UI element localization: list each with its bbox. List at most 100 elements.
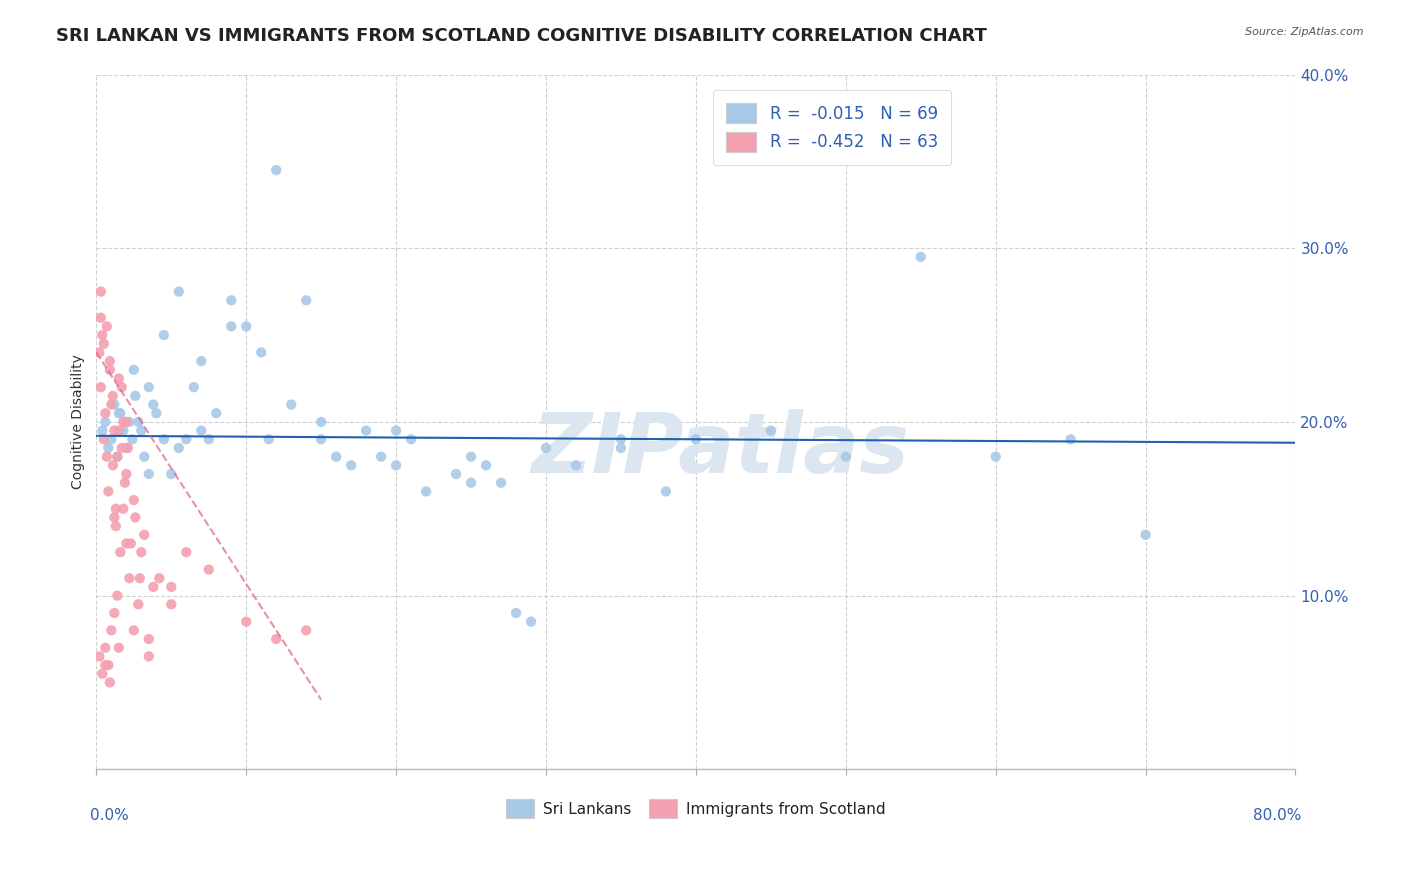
Point — [264, 163, 287, 178]
Point — [190, 354, 212, 368]
Point — [610, 432, 633, 446]
Point — [910, 250, 932, 264]
Text: SRI LANKAN VS IMMIGRANTS FROM SCOTLAND COGNITIVE DISABILITY CORRELATION CHART: SRI LANKAN VS IMMIGRANTS FROM SCOTLAND C… — [56, 27, 987, 45]
Point — [138, 632, 160, 646]
Point — [160, 580, 183, 594]
Point — [295, 293, 318, 308]
Point — [111, 380, 134, 394]
Point — [94, 415, 117, 429]
Point — [112, 424, 135, 438]
Point — [112, 415, 135, 429]
Point — [122, 363, 145, 377]
Point — [105, 589, 128, 603]
Point — [138, 649, 160, 664]
Point — [111, 441, 134, 455]
Point — [174, 545, 197, 559]
Point — [93, 432, 115, 446]
Point — [98, 354, 121, 368]
Point — [370, 450, 392, 464]
Point — [94, 406, 117, 420]
Point — [385, 458, 408, 473]
Point — [89, 345, 111, 359]
Point — [685, 432, 707, 446]
Point — [385, 424, 408, 438]
Point — [295, 624, 318, 638]
Point — [115, 415, 138, 429]
Point — [103, 510, 125, 524]
Point — [96, 319, 118, 334]
Point — [103, 424, 125, 438]
Point — [97, 658, 120, 673]
Point — [399, 432, 422, 446]
Point — [250, 345, 273, 359]
Point — [134, 528, 156, 542]
Point — [190, 424, 212, 438]
Point — [105, 450, 128, 464]
Point — [122, 493, 145, 508]
Text: 80.0%: 80.0% — [1253, 807, 1302, 822]
Point — [101, 458, 124, 473]
Point — [138, 380, 160, 394]
Point — [90, 310, 112, 325]
Point — [197, 432, 219, 446]
Point — [219, 293, 242, 308]
Point — [100, 432, 122, 446]
Point — [142, 580, 165, 594]
Point — [124, 510, 146, 524]
Point — [415, 484, 437, 499]
Point — [127, 415, 149, 429]
Point — [153, 328, 176, 343]
Y-axis label: Cognitive Disability: Cognitive Disability — [72, 354, 86, 490]
Point — [90, 285, 112, 299]
Point — [235, 615, 257, 629]
Point — [145, 406, 167, 420]
Point — [444, 467, 467, 481]
Point — [91, 424, 114, 438]
Point — [118, 415, 141, 429]
Point — [91, 328, 114, 343]
Point — [340, 458, 363, 473]
Point — [101, 389, 124, 403]
Point — [114, 475, 136, 490]
Text: ZIPatlas: ZIPatlas — [531, 409, 908, 491]
Point — [121, 432, 143, 446]
Point — [115, 536, 138, 550]
Point — [160, 597, 183, 611]
Point — [97, 484, 120, 499]
Point — [174, 432, 197, 446]
Point — [96, 450, 118, 464]
Point — [108, 371, 131, 385]
Point — [91, 666, 114, 681]
Point — [235, 319, 257, 334]
Point — [759, 424, 782, 438]
Point — [117, 441, 139, 455]
Point — [94, 640, 117, 655]
Point — [325, 450, 347, 464]
Point — [460, 450, 482, 464]
Point — [984, 450, 1007, 464]
Point — [565, 458, 588, 473]
Point — [183, 380, 205, 394]
Point — [124, 389, 146, 403]
Point — [153, 432, 176, 446]
Point — [489, 475, 512, 490]
Text: 0.0%: 0.0% — [90, 807, 129, 822]
Point — [98, 675, 121, 690]
Point — [131, 424, 153, 438]
Point — [112, 501, 135, 516]
Point — [100, 398, 122, 412]
Legend: Sri Lankans, Immigrants from Scotland: Sri Lankans, Immigrants from Scotland — [501, 793, 891, 824]
Point — [534, 441, 557, 455]
Point — [108, 406, 131, 420]
Point — [257, 432, 280, 446]
Point — [138, 467, 160, 481]
Point — [128, 571, 150, 585]
Point — [610, 441, 633, 455]
Point — [115, 467, 138, 481]
Point — [505, 606, 527, 620]
Point — [110, 545, 132, 559]
Point — [167, 285, 190, 299]
Point — [280, 398, 302, 412]
Point — [1135, 528, 1157, 542]
Point — [104, 519, 127, 533]
